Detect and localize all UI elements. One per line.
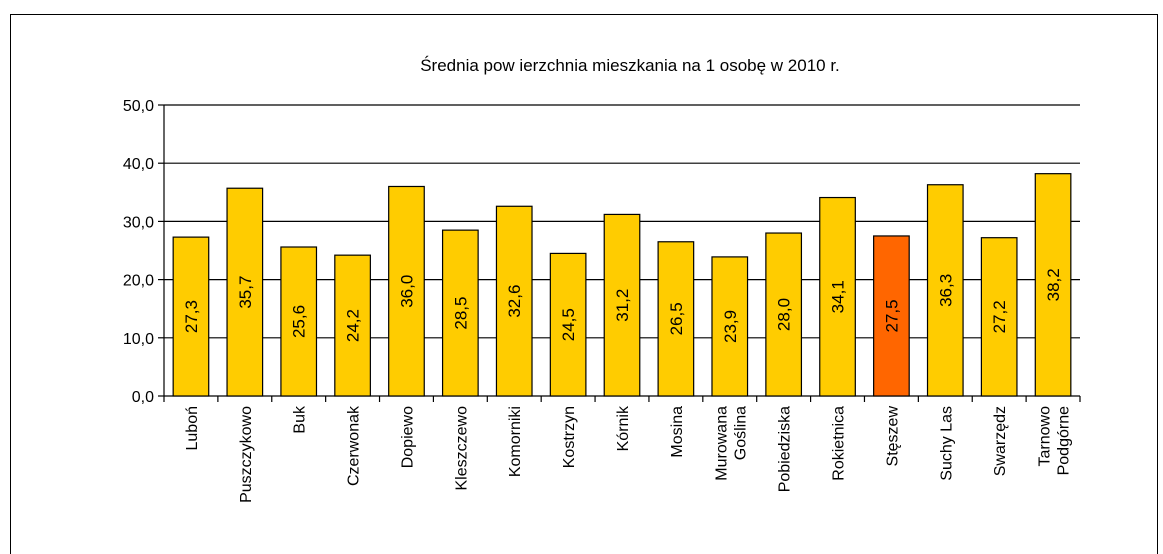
bar — [603, 213, 641, 397]
data-labels: 27,3 35,7 25,6 24,2 36,0 28,5 32,6 24,5 31,2 26,5… — [182, 268, 1063, 343]
chart-frame — [10, 14, 1158, 554]
category-label: Komorniki — [507, 406, 524, 477]
bar — [441, 229, 479, 397]
bar — [711, 256, 749, 397]
category-label: Stęszew — [884, 406, 901, 467]
data-label: 27,3 — [182, 300, 201, 333]
bar — [657, 241, 695, 397]
data-label: 23,9 — [721, 310, 740, 343]
y-tick-label: 50,0 — [123, 98, 154, 115]
category-label: Dopiewo — [399, 406, 416, 468]
y-tick-label: 40,0 — [123, 156, 154, 173]
category-label: Podgórne — [1056, 406, 1073, 475]
bars — [172, 173, 1072, 397]
category-label: Murowana — [713, 406, 730, 481]
data-label: 31,2 — [613, 289, 632, 322]
y-tick-label: 30,0 — [123, 214, 154, 231]
data-label: 28,0 — [775, 298, 794, 331]
bar — [495, 205, 533, 397]
bar — [819, 196, 856, 397]
y-tick-label: 20,0 — [123, 273, 154, 290]
data-label: 32,6 — [505, 285, 524, 318]
category-label: Pobiedziska — [777, 406, 794, 492]
bar — [388, 185, 425, 397]
data-label: 25,6 — [290, 305, 309, 338]
bar — [280, 246, 318, 397]
y-tick-label: 10,0 — [123, 331, 154, 348]
category-label: Kostrzyn — [561, 406, 578, 468]
data-label: 27,5 — [882, 299, 901, 332]
data-label: 36,3 — [936, 274, 955, 307]
data-label: 26,5 — [667, 302, 686, 335]
category-label: Rokietnica — [831, 406, 848, 481]
bar — [926, 184, 964, 397]
data-label: 35,7 — [236, 276, 255, 309]
category-label: Puszczykowo — [238, 406, 255, 503]
bar — [1034, 173, 1072, 397]
data-label: 38,2 — [1044, 268, 1063, 301]
bar — [765, 232, 803, 397]
bar — [226, 187, 264, 397]
data-label: 34,1 — [829, 280, 848, 313]
category-label: Buk — [292, 405, 309, 434]
category-label: Luboń — [184, 406, 201, 451]
category-label: Czerwonak — [346, 405, 363, 486]
bar — [172, 236, 210, 397]
bar — [549, 252, 587, 397]
category-label: Suchy Las — [938, 406, 955, 481]
bar — [980, 237, 1018, 397]
bar — [334, 254, 371, 397]
category-labels: Luboń Puszczykowo Buk Czerwonak Dopiewo Klesz… — [184, 405, 1073, 503]
data-label: 27,2 — [990, 300, 1009, 333]
y-tick-label: 0,0 — [132, 389, 154, 406]
category-label: Mosina — [669, 406, 686, 458]
category-label: Goślina — [732, 406, 749, 460]
data-label: 36,0 — [397, 275, 416, 308]
bar — [873, 235, 910, 397]
category-label: Tarnowo — [1037, 406, 1054, 467]
category-label: Swarzędz — [992, 406, 1009, 476]
category-label: Kleszczewo — [453, 406, 470, 491]
data-label: 28,5 — [451, 297, 470, 330]
category-label: Kórnik — [615, 405, 632, 451]
chart-title: Średnia pow ierzchnia mieszkania na 1 os… — [420, 56, 840, 75]
data-label: 24,2 — [344, 309, 363, 342]
data-label: 24,5 — [559, 308, 578, 341]
